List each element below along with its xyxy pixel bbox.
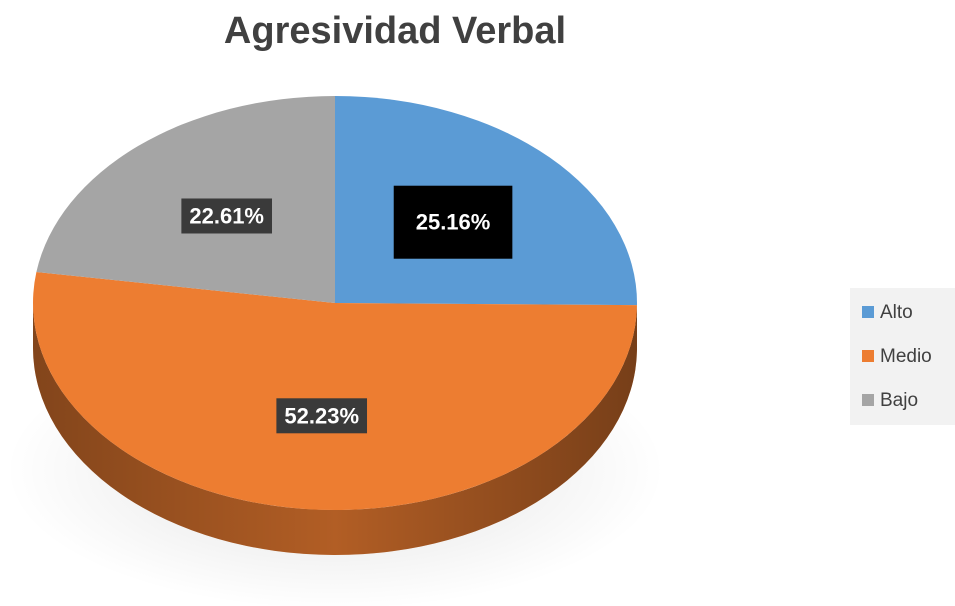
data-label-box xyxy=(181,198,273,234)
legend-label: Alto xyxy=(880,302,913,323)
data-label: 52.23% xyxy=(284,403,359,428)
side-shade xyxy=(33,303,637,555)
legend-swatch xyxy=(862,350,874,362)
legend-swatch xyxy=(862,306,874,318)
chart-title: Agresividad Verbal xyxy=(224,10,566,52)
legend-label: Medio xyxy=(880,346,932,367)
data-label-box xyxy=(393,185,513,259)
data-label: 22.61% xyxy=(189,203,264,228)
data-label-box xyxy=(276,398,368,434)
legend-label: Bajo xyxy=(880,390,918,411)
data-label: 25.16% xyxy=(416,210,491,235)
slice xyxy=(32,272,637,510)
legend-swatch xyxy=(862,394,874,406)
